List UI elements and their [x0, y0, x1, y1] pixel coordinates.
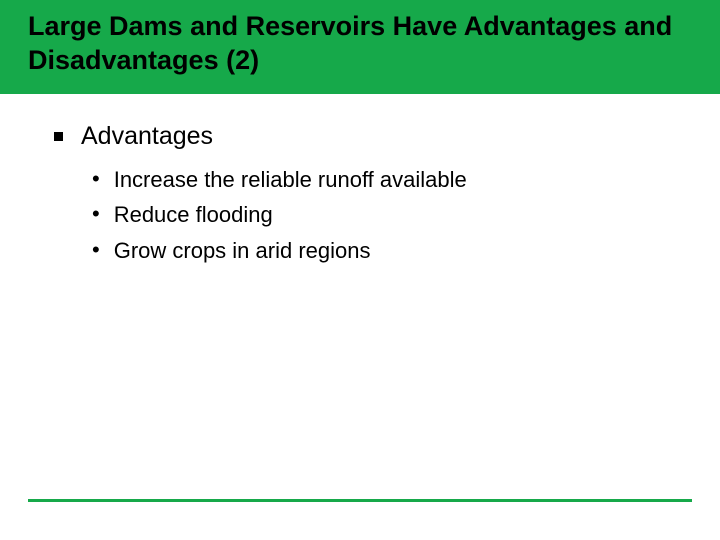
slide-content: Advantages • Increase the reliable runof…	[0, 94, 720, 266]
footer-rule	[28, 499, 692, 502]
section-label: Advantages	[81, 122, 213, 151]
dot-bullet-icon: •	[92, 166, 100, 192]
list-item: • Grow crops in arid regions	[92, 236, 684, 266]
square-bullet-icon	[54, 132, 63, 141]
dot-bullet-icon: •	[92, 237, 100, 263]
title-header-band: Large Dams and Reservoirs Have Advantage…	[0, 0, 720, 94]
list-item: • Increase the reliable runoff available	[92, 165, 684, 195]
sub-list: • Increase the reliable runoff available…	[92, 165, 684, 266]
list-item: • Reduce flooding	[92, 200, 684, 230]
list-item-label: Grow crops in arid regions	[114, 236, 371, 266]
dot-bullet-icon: •	[92, 201, 100, 227]
list-item-label: Increase the reliable runoff available	[114, 165, 467, 195]
list-item-label: Reduce flooding	[114, 200, 273, 230]
section-row: Advantages	[54, 122, 684, 151]
slide-title: Large Dams and Reservoirs Have Advantage…	[28, 10, 692, 78]
